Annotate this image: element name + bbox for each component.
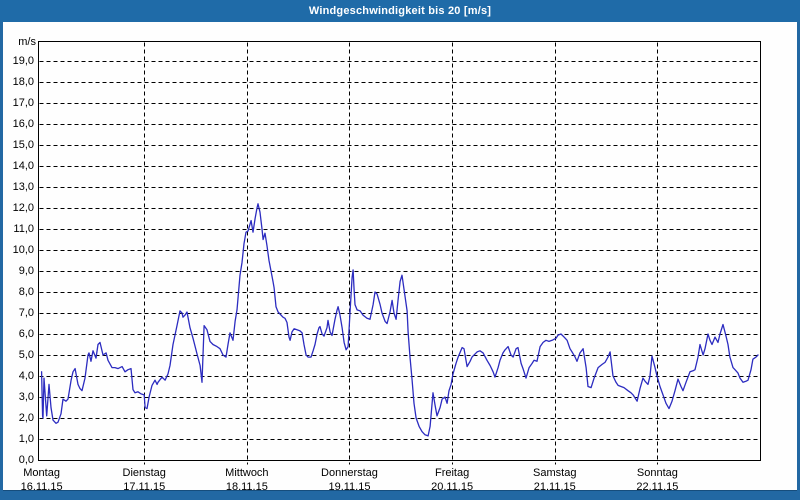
y-tick-label: 15,0: [12, 139, 34, 151]
x-axis-day-label: Samstag: [533, 467, 577, 479]
x-axis-date-label: 21.11.15: [533, 481, 576, 493]
plot-border: [38, 41, 761, 461]
y-tick-label: 2,0: [18, 412, 34, 424]
y-tick-label: 8,0: [18, 286, 34, 298]
x-axis-day-label: Donnerstag: [321, 467, 378, 479]
chart-area: [3, 22, 797, 491]
x-axis-date-label: 22.11.15: [636, 481, 679, 493]
x-axis-day-label: Sonntag: [636, 467, 678, 479]
y-tick-label: 19,0: [12, 55, 34, 67]
x-axis-day-label: Freitag: [434, 467, 470, 479]
x-axis-date-label: 18.11.15: [225, 481, 268, 493]
y-tick-label: 5,0: [18, 349, 34, 361]
y-tick-label: 9,0: [18, 265, 34, 277]
y-tick-label: 13,0: [12, 181, 34, 193]
y-tick-label: 10,0: [12, 244, 34, 256]
y-tick-label: 18,0: [12, 76, 34, 88]
y-tick-label: 16,0: [12, 118, 34, 130]
x-axis-day-label: Montag: [23, 467, 60, 479]
window-title: Windgeschwindigkeit bis 20 [m/s]: [308, 5, 492, 17]
y-tick-label: 14,0: [12, 160, 34, 172]
y-tick-label: 7,0: [18, 307, 34, 319]
x-axis-date-label: 16.11.15: [20, 481, 63, 493]
x-axis-date-label: 19.11.15: [328, 481, 371, 493]
x-axis-day-label: Dienstag: [122, 467, 166, 479]
y-axis-unit-label: m/s: [18, 36, 36, 48]
y-tick-label: 3,0: [18, 391, 34, 403]
window-titlebar: Windgeschwindigkeit bis 20 [m/s]: [0, 0, 800, 22]
x-axis-date-label: 17.11.15: [123, 481, 166, 493]
y-tick-label: 6,0: [18, 328, 34, 340]
y-tick-label: 4,0: [18, 370, 34, 382]
y-tick-label: 11,0: [13, 223, 34, 235]
y-tick-label: 0,0: [18, 454, 34, 466]
y-tick-label: 17,0: [12, 97, 34, 109]
y-tick-label: 12,0: [12, 202, 34, 214]
y-tick-label: 1,0: [18, 433, 34, 445]
x-axis-date-label: 20.11.15: [431, 481, 474, 493]
wind-speed-line: [40, 203, 759, 437]
x-axis-day-label: Mittwoch: [225, 467, 269, 479]
